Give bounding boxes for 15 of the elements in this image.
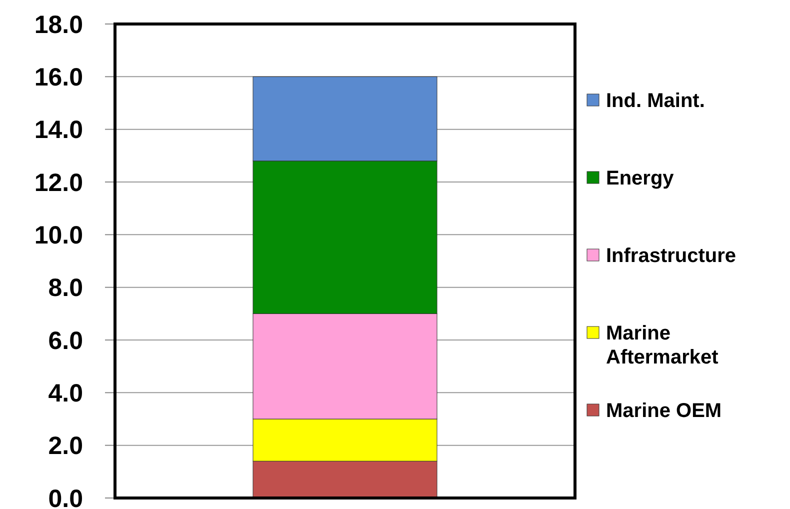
y-tick-label: 18.0 bbox=[34, 10, 83, 39]
legend-label: Ind. Maint. bbox=[606, 90, 705, 112]
legend-label: Marine OEM bbox=[606, 400, 722, 422]
legend-label: Infrastructure bbox=[606, 245, 736, 267]
y-tick-label: 4.0 bbox=[48, 379, 83, 408]
y-tick-label: 2.0 bbox=[48, 432, 83, 460]
legend-label: Energy bbox=[606, 168, 675, 190]
legend-label: Marine Aftermarket bbox=[606, 322, 719, 368]
y-tick-label: 12.0 bbox=[34, 168, 83, 197]
y-tick-label: 14.0 bbox=[34, 116, 83, 144]
y-tick-label: 10.0 bbox=[34, 221, 83, 250]
y-tick-label: 16.0 bbox=[34, 63, 83, 92]
y-tick-label: 6.0 bbox=[48, 326, 83, 355]
y-tick-label: 8.0 bbox=[48, 274, 83, 302]
y-tick-label: 0.0 bbox=[48, 484, 83, 509]
